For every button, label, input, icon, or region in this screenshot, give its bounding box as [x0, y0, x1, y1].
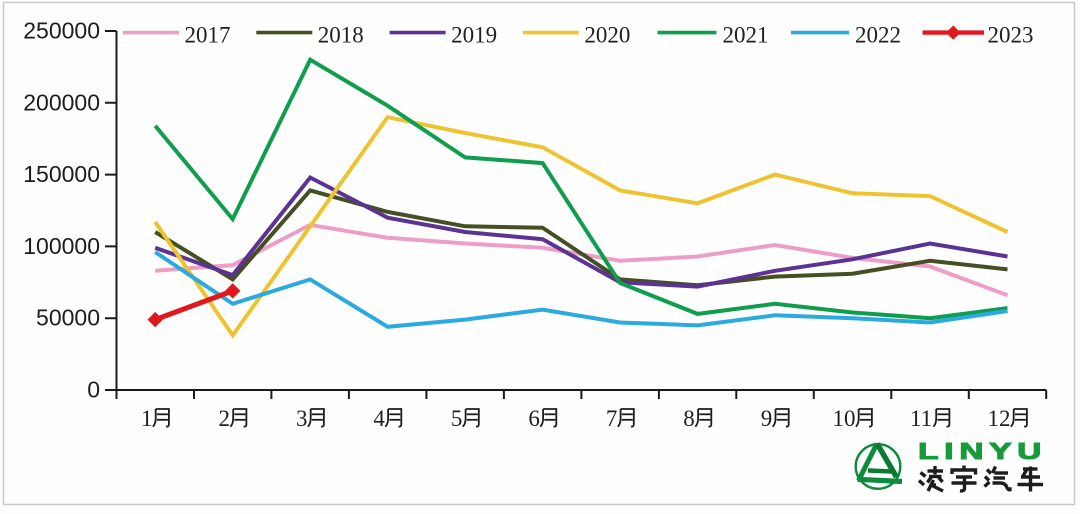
- svg-text:7: 7: [606, 406, 618, 431]
- svg-text:4: 4: [373, 406, 385, 431]
- svg-text:5: 5: [451, 406, 463, 431]
- svg-text:250000: 250000: [23, 18, 100, 44]
- svg-text:2020: 2020: [584, 23, 630, 48]
- svg-text:2: 2: [219, 406, 231, 431]
- svg-text:10: 10: [833, 406, 856, 431]
- svg-text:9: 9: [761, 406, 773, 431]
- svg-text:2017: 2017: [185, 23, 231, 48]
- svg-text:2021: 2021: [723, 23, 769, 48]
- svg-text:1: 1: [141, 406, 153, 431]
- svg-text:100000: 100000: [23, 233, 100, 259]
- svg-text:2019: 2019: [451, 23, 497, 48]
- svg-text:0: 0: [87, 377, 100, 403]
- svg-text:8: 8: [683, 406, 695, 431]
- svg-text:LINYU: LINYU: [918, 439, 1047, 465]
- svg-text:2018: 2018: [318, 23, 364, 48]
- svg-text:50000: 50000: [36, 305, 100, 331]
- svg-text:2023: 2023: [988, 23, 1034, 48]
- svg-text:2022: 2022: [855, 23, 901, 48]
- svg-text:3: 3: [296, 406, 308, 431]
- svg-text:200000: 200000: [23, 89, 100, 115]
- svg-text:11: 11: [910, 406, 932, 431]
- svg-text:150000: 150000: [23, 161, 100, 187]
- svg-text:6: 6: [528, 406, 540, 431]
- svg-text:12: 12: [988, 406, 1011, 431]
